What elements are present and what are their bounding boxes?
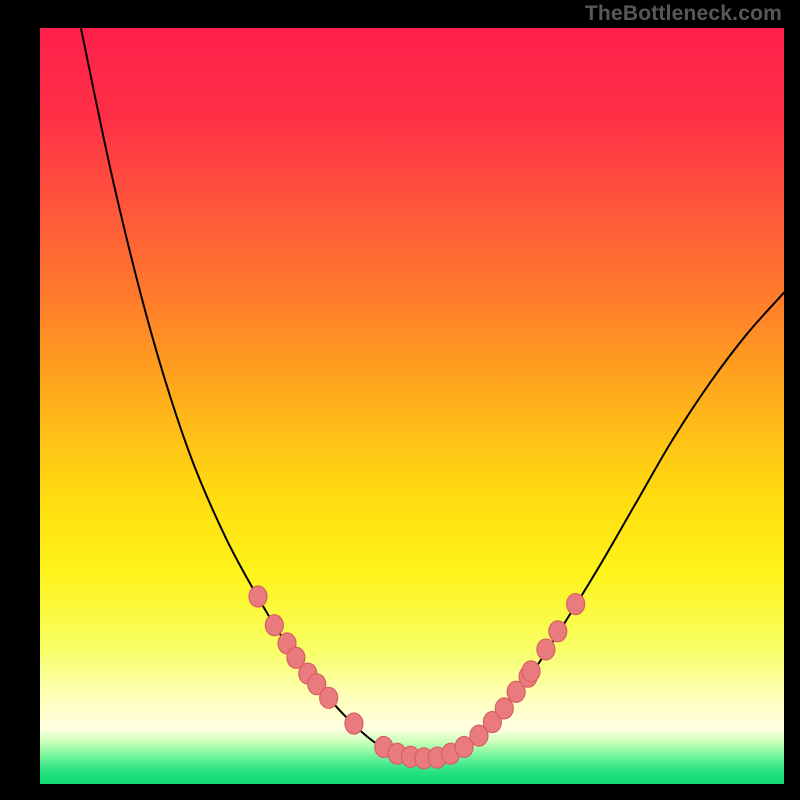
marker-left xyxy=(320,687,338,708)
marker-right xyxy=(522,661,540,682)
marker-right xyxy=(567,594,585,615)
chart-frame: TheBottleneck.com xyxy=(0,0,800,800)
marker-right xyxy=(495,698,513,719)
marker-right xyxy=(549,621,567,642)
marker-left xyxy=(345,713,363,734)
marker-left xyxy=(265,615,283,636)
gradient-background xyxy=(40,28,784,784)
marker-right xyxy=(537,639,555,660)
bottleneck-chart xyxy=(40,28,784,784)
watermark-label: TheBottleneck.com xyxy=(585,2,782,26)
marker-left xyxy=(249,586,267,607)
